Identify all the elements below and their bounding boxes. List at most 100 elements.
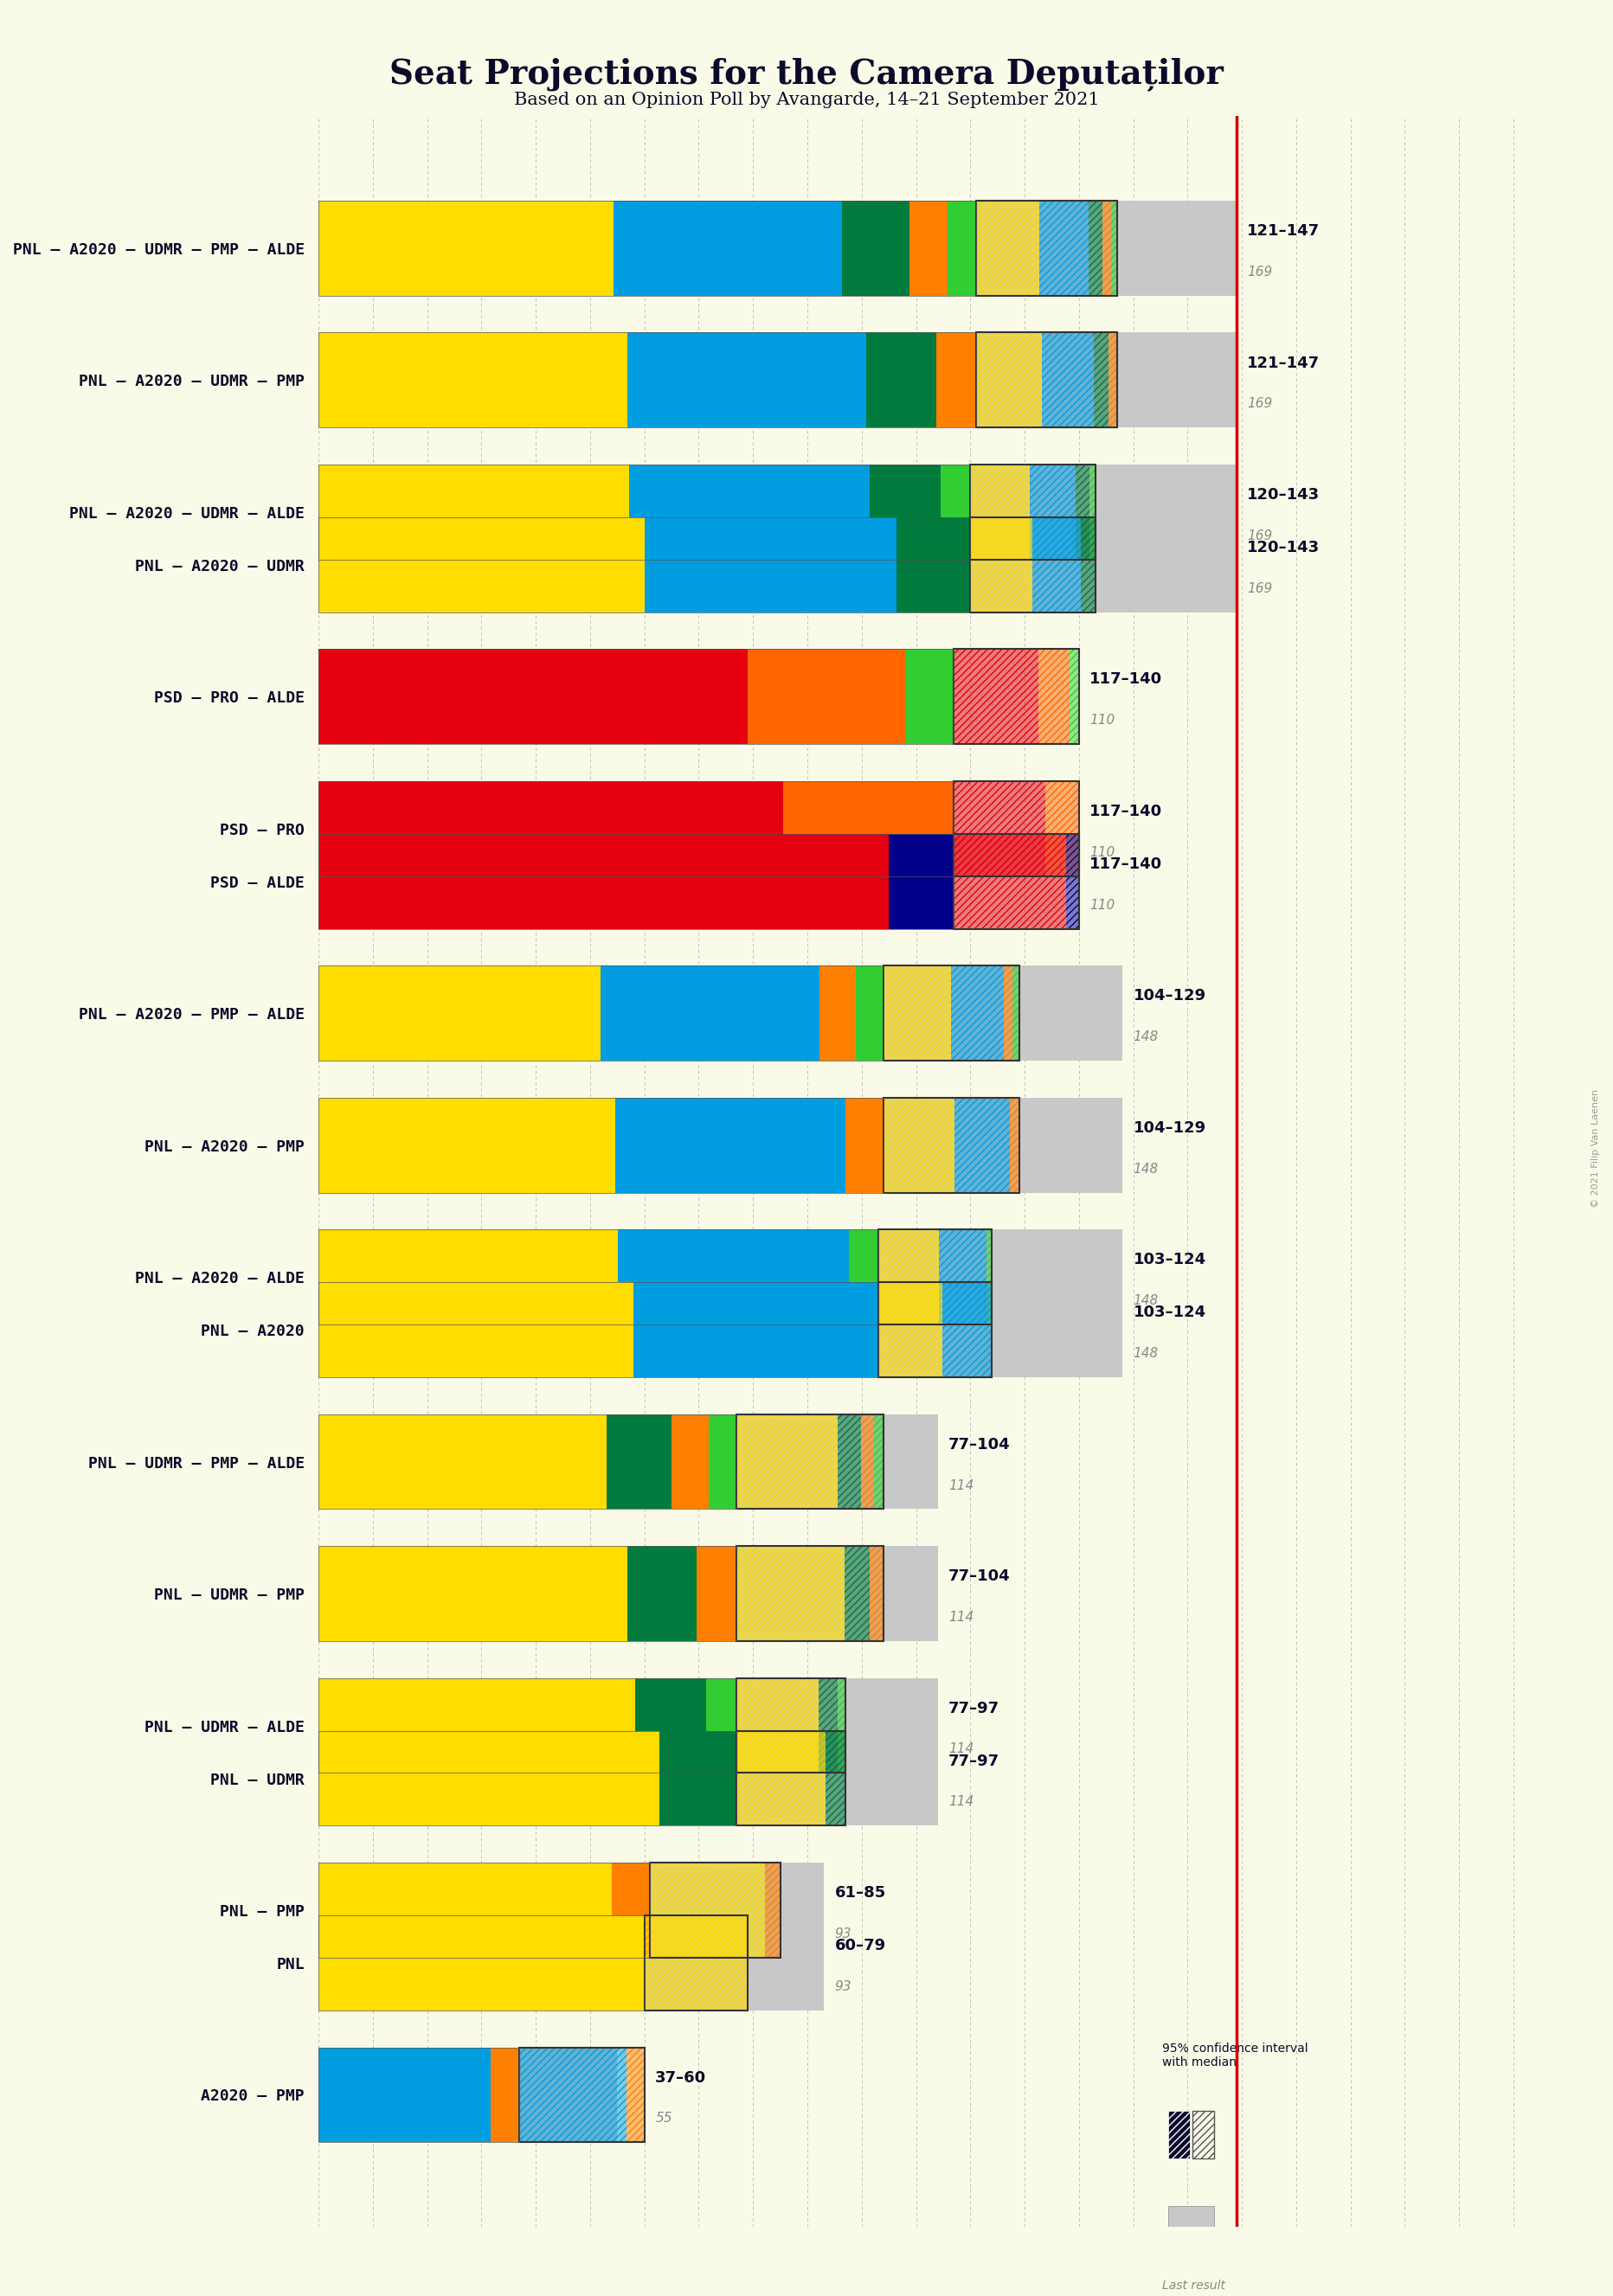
Bar [318,464,629,560]
Bar [939,1231,986,1325]
Bar [848,1231,877,1325]
Bar [318,1731,737,1825]
Bar [953,781,1079,877]
Bar [986,1231,992,1325]
Bar [910,200,947,296]
Bar [636,1678,706,1773]
Bar [318,517,645,613]
Bar [976,333,1116,427]
Bar [1013,967,1019,1061]
Bar [318,517,971,613]
Bar [1069,650,1079,744]
Bar [1010,1097,1019,1192]
Bar [971,517,1032,613]
Bar [1003,967,1013,1061]
Bar [826,1731,845,1825]
Bar [1029,464,1076,560]
Bar [955,1097,1010,1192]
Bar [318,1915,645,2011]
Bar [1076,464,1089,560]
Bar [602,967,819,1061]
Bar [318,333,627,427]
Bar [318,1414,606,1508]
Bar [837,1678,845,1773]
Text: 121–147: 121–147 [1247,356,1319,370]
Bar [737,1414,884,1508]
Bar [706,1678,737,1773]
Bar [318,1862,611,1958]
Text: 95% confidence interval
with median: 95% confidence interval with median [1163,2043,1308,2069]
Bar [971,464,1029,560]
Text: 60–79: 60–79 [834,1938,886,1954]
Text: 77–97: 77–97 [948,1754,1000,1768]
Text: 114: 114 [948,1479,974,1492]
Bar [1045,781,1079,877]
Bar [318,2048,490,2142]
Bar [737,1545,845,1642]
Bar [884,967,952,1061]
Bar [318,200,976,296]
Bar [953,650,1079,744]
Bar [953,833,1066,930]
Bar [318,1097,615,1192]
Bar [490,2048,519,2142]
Bar [671,1414,708,1508]
Bar [737,1545,884,1642]
Text: 148: 148 [1134,1295,1158,1306]
Bar [947,200,976,296]
Bar [1192,2110,1215,2158]
Bar [318,833,916,930]
Bar [708,1414,737,1508]
Bar [318,1545,737,1642]
Text: 117–140: 117–140 [1090,804,1163,820]
Bar [845,1545,869,1642]
Bar [1029,464,1076,560]
Bar [318,464,1237,560]
Bar [976,200,1039,296]
Bar [318,781,953,877]
Bar [318,650,747,744]
Text: 169: 169 [1247,397,1273,411]
Bar [955,1097,1010,1192]
Bar [737,1731,826,1825]
Bar [318,1678,737,1773]
Bar [650,1862,765,1958]
Bar [626,2048,645,2142]
Bar [615,1097,845,1192]
Bar [884,1097,955,1192]
Text: 77–104: 77–104 [948,1437,1011,1453]
Text: 114: 114 [948,1743,974,1756]
Bar [884,967,952,1061]
Bar [940,464,971,560]
Bar [318,517,1237,613]
Bar [936,333,976,427]
Bar [645,1915,747,2011]
Text: Last result: Last result [1163,2280,1226,2291]
Bar [877,1231,939,1325]
Bar [857,967,884,1061]
Bar [318,967,602,1061]
Bar [889,833,953,930]
Bar [318,1545,937,1642]
Bar [1103,200,1111,296]
Bar [318,1231,877,1325]
Bar [318,650,953,744]
Bar [318,1731,660,1825]
Bar [627,333,866,427]
Bar [784,781,953,877]
Text: 103–124: 103–124 [1134,1304,1207,1320]
Bar [765,1862,781,1958]
Bar [650,1862,781,1958]
Bar [318,781,784,877]
Text: 120–143: 120–143 [1247,540,1319,556]
Bar [884,1097,955,1192]
Bar [1069,650,1079,744]
Bar [318,1231,1123,1325]
Bar [1032,517,1081,613]
Bar [976,333,1042,427]
Text: 110: 110 [1090,714,1115,728]
Bar [318,833,953,930]
Text: 117–140: 117–140 [1090,673,1163,687]
Bar [1094,333,1108,427]
Bar [1039,200,1089,296]
